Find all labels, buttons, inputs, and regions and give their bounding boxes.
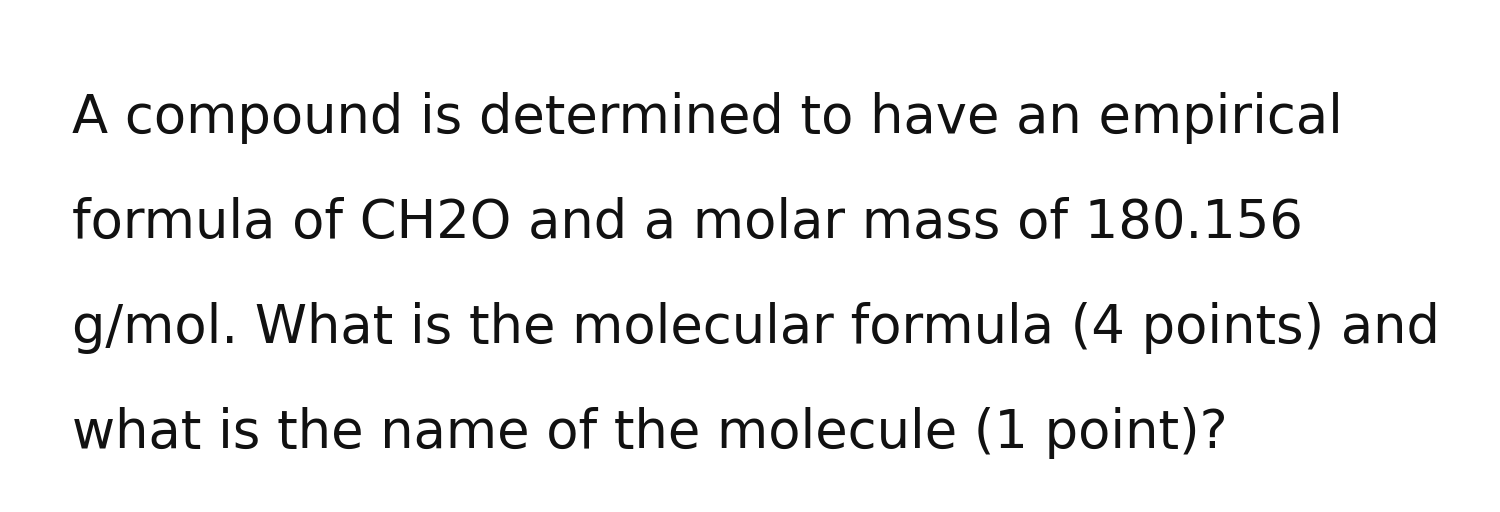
Text: A compound is determined to have an empirical: A compound is determined to have an empi… [72,92,1342,144]
Text: g/mol. What is the molecular formula (4 points) and: g/mol. What is the molecular formula (4 … [72,302,1440,354]
Text: what is the name of the molecule (1 point)?: what is the name of the molecule (1 poin… [72,407,1227,459]
Text: formula of CH2O and a molar mass of 180.156: formula of CH2O and a molar mass of 180.… [72,197,1304,249]
